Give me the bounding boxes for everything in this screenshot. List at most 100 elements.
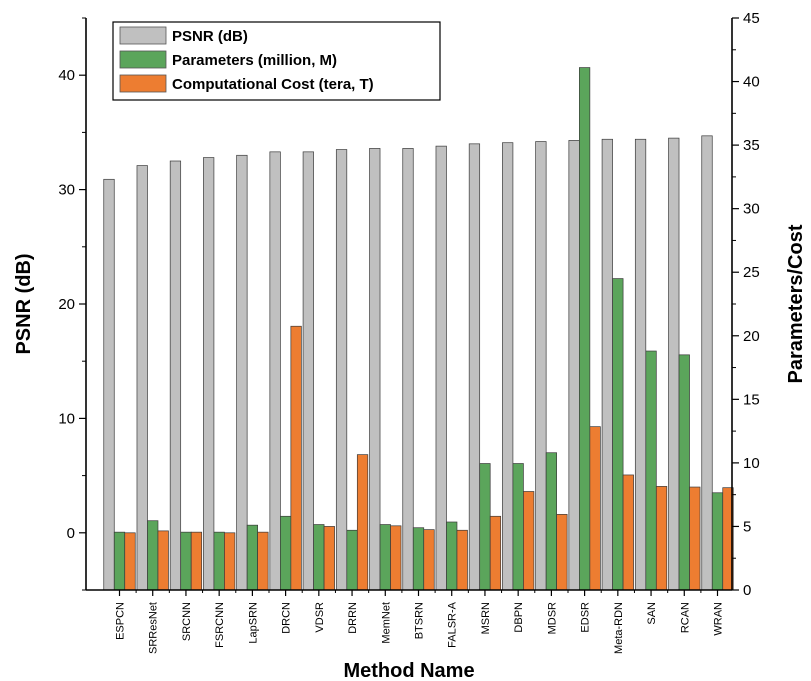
bar-computational-cost-tera-t-vdsr [323,526,335,591]
bar-psnr-db-espcn [103,178,115,591]
y2-tick-label: 0 [743,582,751,599]
bar-computational-cost-tera-t-memnet [390,525,402,591]
y2-tick-label: 15 [743,391,760,408]
bar-psnr-db-drrn [335,149,348,591]
x-tick-label-srresnet: SRResNet [148,602,160,654]
bar-computational-cost-tera-t-edsr [589,426,601,591]
bar-computational-cost-tera-t-dbpn [523,491,535,591]
bar-parameters-million-m-srresnet [147,520,159,591]
x-tick-label-fsrcnn: FSRCNN [214,602,226,648]
bar-psnr-db-falsr-a [435,145,447,591]
y-tick-label: 30 [58,182,75,199]
bar-computational-cost-tera-t-srcnn [190,531,203,591]
bar-parameters-million-m-espcn [113,531,126,591]
bar-computational-cost-tera-t-drrn [356,454,369,591]
bar-psnr-db-mdsr [535,141,547,591]
bar-parameters-million-m-memnet [379,524,391,591]
bar-psnr-db-wran [701,135,713,591]
bar-psnr-db-btsrn [402,148,414,591]
legend-frame [112,21,441,101]
x-tick-label-lapsrn: LapSRN [247,602,259,644]
bar-parameters-million-m-san [645,350,657,591]
bar-computational-cost-tera-t-san [655,486,668,591]
bar-computational-cost-tera-t-msrn [489,515,502,591]
bar-psnr-db-dbpn [502,142,514,591]
bar-parameters-million-m-dbpn [512,463,524,591]
y2-tick-label: 10 [743,455,760,472]
bar-computational-cost-tera-t-mdsr [556,514,568,591]
bar-parameters-million-m-mdsr [545,452,557,591]
y-tick-label: 40 [58,67,75,84]
bar-psnr-db-meta-rdn [601,138,613,591]
bar-computational-cost-tera-t-meta-rdn [622,474,634,591]
bar-psnr-db-rcan [668,137,680,591]
bar-parameters-million-m-falsr-a [446,521,458,591]
legend: PSNR (dB) Parameters (million, M) Comput… [112,21,441,101]
legend-label-parameters: Parameters (million, M) [172,52,337,69]
bar-psnr-db-drcn [269,151,281,591]
bar-parameters-million-m-fsrcnn [213,531,225,591]
y2-axis-title: Parameters/Cost [785,224,807,383]
bar-psnr-db-edsr [568,140,580,591]
bar-parameters-million-m-srcnn [180,531,192,591]
axes-layer: ESPCN SRResNet SRCNN FSRCNN LapSRN DRCN VDSR DR… [58,10,759,654]
x-tick-label-meta-rdn: Meta-RDN [613,602,625,654]
legend-swatch-parameters [119,50,167,69]
y-tick-label: 10 [58,410,75,427]
bar-parameters-million-m-lapsrn [246,524,258,591]
y2-tick-label: 5 [743,518,751,535]
bar-parameters-million-m-wran [711,492,724,591]
bar-psnr-db-memnet [369,148,381,591]
bar-computational-cost-tera-t-srresnet [157,530,169,591]
bar-computational-cost-tera-t-lapsrn [257,531,269,591]
bars-layer [103,67,734,591]
bar-parameters-million-m-rcan [678,354,690,591]
bar-parameters-million-m-edsr [579,67,591,591]
x-tick-label-mdsr: MDSR [546,602,558,634]
x-tick-label-msrn: MSRN [480,602,492,634]
bar-computational-cost-tera-t-btsrn [423,529,435,591]
legend-swatch-cost [119,74,167,93]
bar-psnr-db-srcnn [169,160,182,591]
legend-label-psnr: PSNR (dB) [172,28,248,45]
y2-tick-label: 35 [743,137,760,154]
bar-parameters-million-m-meta-rdn [612,278,624,591]
x-tick-label-dbpn: DBPN [513,602,525,633]
bar-computational-cost-tera-t-fsrcnn [224,532,236,591]
y2-tick-label: 25 [743,264,760,281]
legend-label-cost: Computational Cost (tera, T) [172,76,374,93]
x-tick-label-wran: WRAN [713,602,725,636]
y2-tick-label: 30 [743,201,760,218]
bar-computational-cost-tera-t-rcan [689,486,701,591]
bar-parameters-million-m-drcn [280,515,292,591]
y2-tick-label: 45 [743,10,760,27]
x-tick-label-san: SAN [646,602,658,625]
y-tick-label: 20 [58,296,75,313]
x-tick-label-memnet: MemNet [380,602,392,644]
bar-parameters-million-m-vdsr [313,524,325,591]
x-tick-label-drrn: DRRN [347,602,359,634]
x-tick-label-btsrn: BTSRN [414,602,426,639]
bar-psnr-db-vdsr [302,151,314,591]
bar-computational-cost-tera-t-espcn [124,532,136,591]
bar-computational-cost-tera-t-falsr-a [456,529,468,591]
bar-psnr-db-srresnet [136,165,148,591]
y-axis-title: PSNR (dB) [13,253,35,354]
x-tick-label-vdsr: VDSR [314,602,326,633]
bar-psnr-db-fsrcnn [203,157,215,591]
bar-parameters-million-m-btsrn [412,527,425,591]
y-tick-label: 0 [67,525,75,542]
y2-tick-label: 20 [743,328,760,345]
x-tick-label-espcn: ESPCN [115,602,127,640]
bar-parameters-million-m-drrn [346,529,358,591]
bar-psnr-db-msrn [468,143,481,591]
x-tick-label-falsr-a: FALSR-A [447,601,459,648]
x-tick-label-rcan: RCAN [679,602,691,633]
x-tick-label-srcnn: SRCNN [181,602,193,641]
x-tick-label-edsr: EDSR [580,602,592,633]
bar-computational-cost-tera-t-drcn [290,325,302,591]
legend-swatch-psnr [119,26,167,45]
y2-tick-label: 40 [743,74,760,91]
x-tick-label-drcn: DRCN [281,602,293,634]
